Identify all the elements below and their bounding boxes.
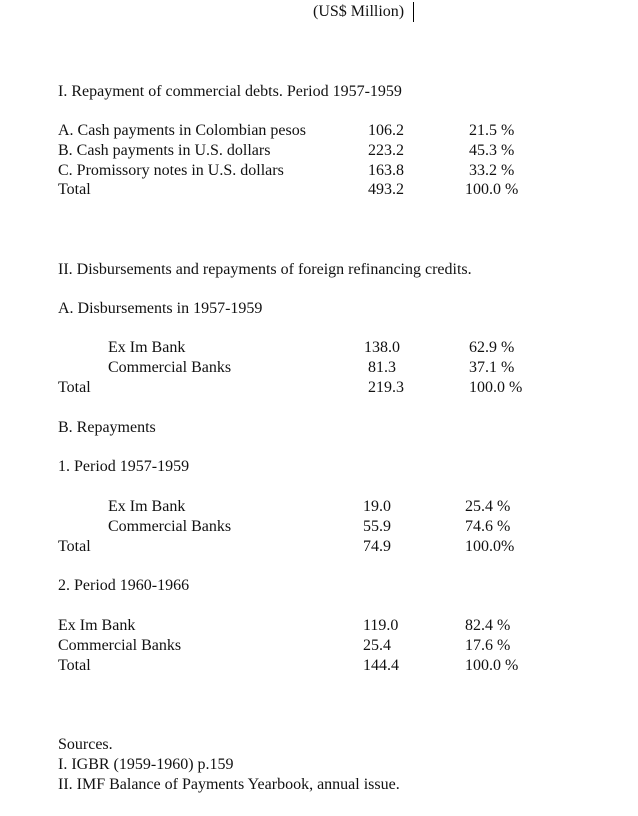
row-value: 138.0 [364,339,400,356]
disbursements-heading: A. Disbursements in 1957-1959 [58,300,263,317]
row-label: B. Cash payments in U.S. dollars [58,142,271,159]
row-pct: 25.4 % [465,498,511,515]
row-label: Ex Im Bank [58,617,136,634]
total-pct: 100.0 % [465,181,519,198]
row-pct: 37.1 % [469,359,515,376]
row-value: 106.2 [368,122,404,139]
total-label: Total [58,181,91,198]
total-label: Total [58,657,91,674]
row-pct: 82.4 % [465,617,511,634]
text-cursor [413,2,414,22]
row-pct: 33.2 % [469,162,515,179]
total-pct: 100.0 % [469,379,523,396]
total-pct: 100.0 % [465,657,519,674]
row-value: 19.0 [363,498,391,515]
total-label: Total [58,538,91,555]
row-pct: 74.6 % [465,518,511,535]
row-pct: 62.9 % [469,339,515,356]
row-value: 55.9 [363,518,391,535]
row-pct: 21.5 % [469,122,515,139]
unit-title: (US$ Million) [313,3,405,20]
row-value: 163.8 [368,162,404,179]
row-label: Ex Im Bank [108,339,186,356]
total-pct: 100.0% [465,538,515,555]
row-label: Commercial Banks [108,359,232,376]
row-label: Commercial Banks [58,637,182,654]
row-label: Commercial Banks [108,518,232,535]
section1-heading: I. Repayment of commercial debts. Period… [58,83,402,100]
total-value: 219.3 [368,379,404,396]
total-value: 144.4 [363,657,399,674]
period1-heading: 1. Period 1957-1959 [58,458,190,475]
row-label: A. Cash payments in Colombian pesos [58,122,306,139]
total-value: 493.2 [368,181,404,198]
period2-heading: 2. Period 1960-1966 [58,577,190,594]
source-item: I. IGBR (1959-1960) p.159 [58,756,234,773]
row-value: 25.4 [363,637,391,654]
row-pct: 45.3 % [469,142,515,159]
total-value: 74.9 [363,538,391,555]
sources-heading: Sources. [58,736,113,753]
total-label: Total [58,379,91,396]
row-pct: 17.6 % [465,637,511,654]
row-value: 119.0 [363,617,399,634]
row-value: 223.2 [368,142,404,159]
source-item: II. IMF Balance of Payments Yearbook, an… [58,776,400,793]
row-value: 81.3 [368,359,396,376]
section2-heading: II. Disbursements and repayments of fore… [58,261,472,278]
repayments-heading: B. Repayments [58,419,156,436]
row-label: C. Promissory notes in U.S. dollars [58,162,284,179]
row-label: Ex Im Bank [108,498,186,515]
